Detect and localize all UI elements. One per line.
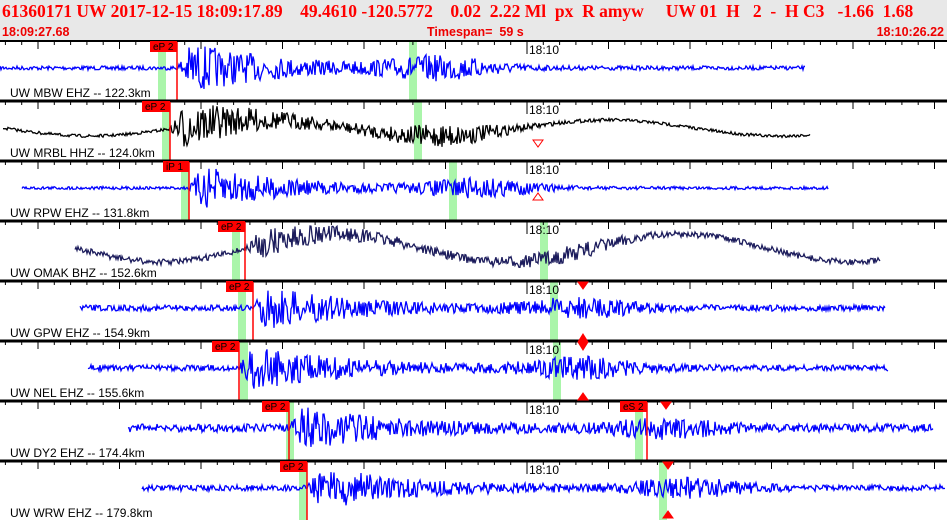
- p-pick-label: eP 2: [153, 42, 174, 53]
- minute-label: 18:10: [529, 403, 559, 417]
- waveform: [21, 168, 829, 208]
- predicted-p-marker: [240, 340, 248, 400]
- p-pick-flag[interactable]: [163, 161, 189, 172]
- trace-1[interactable]: 18:10 eP 2 UW MBW EHZ -- 122.3km: [0, 40, 947, 100]
- trace-3[interactable]: 18:10 iP 1 UW RPW EHZ -- 131.8km: [0, 159, 947, 220]
- amplitude-marker-icon: [532, 192, 544, 201]
- minute-label: 18:10: [529, 223, 559, 237]
- p-pick-flag[interactable]: [226, 281, 253, 292]
- p-pick-flag[interactable]: [212, 341, 239, 352]
- predicted-s-marker: [540, 220, 548, 280]
- p-pick-flag[interactable]: [280, 461, 307, 472]
- predicted-s-marker: [409, 40, 417, 100]
- amplitude-marker-icon: [577, 333, 589, 351]
- p-pick-label: eP 2: [265, 402, 286, 413]
- timespan: Timespan= 59 s: [427, 25, 524, 39]
- p-pick-label: eP 2: [229, 282, 250, 293]
- amplitude-marker-icon: [577, 392, 589, 401]
- latitude: 49.4610: [300, 1, 358, 21]
- value-1: -1.66: [837, 1, 874, 21]
- network: UW: [76, 1, 107, 21]
- minute-label: 18:10: [529, 463, 559, 477]
- amplitude-marker-icon: [660, 401, 672, 410]
- depth: 0.02: [450, 1, 481, 21]
- seismogram-panel[interactable]: 18:10 eP 2 UW MBW EHZ -- 122.3km 18:10 eP 2 U…: [0, 40, 947, 520]
- s-pick-flag[interactable]: [620, 401, 647, 412]
- p-pick-flag[interactable]: [218, 221, 245, 232]
- station-label: UW GPW EHZ -- 154.9km: [10, 326, 150, 340]
- p-pick-label: eP 2: [145, 102, 166, 113]
- waveform: [141, 472, 946, 506]
- minute-label: 18:10: [529, 43, 559, 57]
- p-pick-label: eP 2: [283, 462, 304, 473]
- waveform: [127, 407, 934, 447]
- event-id: 61360171: [2, 1, 72, 21]
- p-pick-flag[interactable]: [142, 101, 170, 112]
- trace-7[interactable]: 18:10 eP 2 eS 2 UW DY2 EHZ -- 174.4km: [0, 399, 947, 460]
- trace-5[interactable]: 18:10 eP 2 UW GPW EHZ -- 154.9km: [0, 279, 947, 340]
- station-label: UW DY2 EHZ -- 174.4km: [10, 446, 145, 460]
- amplitude-marker-icon: [532, 139, 544, 148]
- amplitude-marker-icon: [662, 461, 674, 470]
- trace-8[interactable]: 18:10 eP 2 UW WRW EHZ -- 179.8km: [0, 459, 947, 520]
- end-time: 18:10:26.22: [876, 25, 944, 39]
- station-label: UW NEL EHZ -- 155.6km: [10, 386, 144, 400]
- station-label: UW OMAK BHZ -- 152.6km: [10, 266, 157, 280]
- p-pick-label: eP 2: [221, 222, 242, 233]
- event-type: px: [554, 1, 574, 21]
- amplitude-marker-icon: [662, 510, 674, 519]
- minute-label: 18:10: [529, 163, 559, 177]
- station-label: UW RPW EHZ -- 131.8km: [10, 206, 149, 220]
- minute-label: 18:10: [529, 103, 559, 117]
- author: amyw: [599, 1, 644, 21]
- s-pick-label: eS 2: [623, 402, 644, 413]
- predicted-s-marker: [550, 280, 558, 340]
- waveform: [74, 224, 881, 269]
- predicted-p-marker: [286, 400, 294, 460]
- predicted-s-marker: [635, 400, 643, 460]
- event-header: 61360171 UW 2017-12-15 18:09:17.89 49.46…: [0, 0, 947, 40]
- value-2: 1.68: [882, 1, 914, 21]
- p-pick-label: eP 2: [215, 342, 236, 353]
- predicted-p-marker: [299, 460, 307, 520]
- waveform: [3, 105, 811, 148]
- origin-time: 18:09:17.89: [196, 1, 283, 21]
- start-time: 18:09:27.68: [2, 25, 70, 39]
- trace-2[interactable]: 18:10 eP 2 UW MRBL HHZ -- 124.0km: [0, 99, 947, 160]
- station-label: UW WRW EHZ -- 179.8km: [10, 506, 152, 520]
- magnitude: 2.22 Ml: [489, 1, 547, 21]
- trace-4[interactable]: 18:10 eP 2 UW OMAK BHZ -- 152.6km: [0, 219, 947, 280]
- p-pick-flag[interactable]: [262, 401, 289, 412]
- waveform: [0, 46, 806, 89]
- event-date: 2017-12-15: [110, 1, 193, 21]
- waveform: [79, 290, 886, 328]
- predicted-p-marker: [162, 100, 170, 160]
- minute-label: 18:10: [529, 283, 559, 297]
- amplitude-marker-icon: [577, 281, 589, 290]
- predicted-p-marker: [158, 40, 166, 100]
- longitude: -120.5772: [361, 1, 433, 21]
- solution-flags: UW 01 H 2 - H C3: [665, 1, 825, 21]
- minute-label: 18:10: [529, 343, 559, 357]
- event-summary: 61360171 UW 2017-12-15 18:09:17.89 49.46…: [2, 1, 913, 22]
- p-pick-flag[interactable]: [150, 41, 177, 52]
- station-label: UW MRBL HHZ -- 124.0km: [10, 146, 155, 160]
- p-pick-label: iP 1: [166, 162, 183, 173]
- trace-6[interactable]: 18:10 eP 2 UW NEL EHZ -- 155.6km: [0, 339, 947, 400]
- state: R: [582, 1, 595, 21]
- waveform: [87, 349, 889, 389]
- predicted-s-marker: [659, 460, 667, 520]
- station-label: UW MBW EHZ -- 122.3km: [10, 86, 151, 100]
